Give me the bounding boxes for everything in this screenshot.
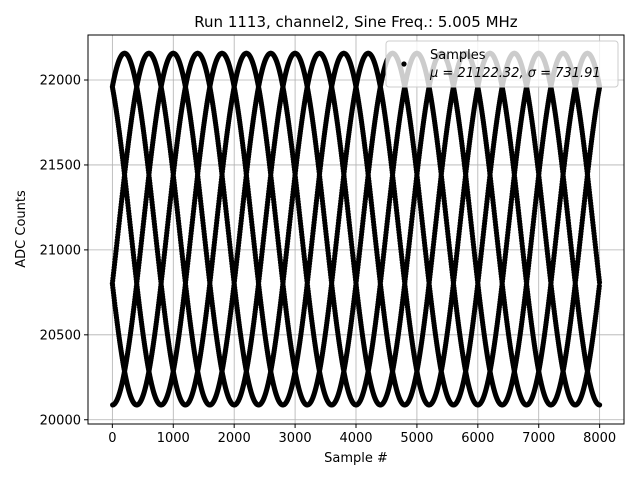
x-axis-ticks: 0 1000 2000 3000 4000 5000 6000 7000 8000 xyxy=(108,424,616,446)
chart-title: Run 1113, channel2, Sine Freq.: 5.005 MH… xyxy=(194,13,518,31)
x-tick-label: 2000 xyxy=(218,431,251,446)
y-tick-label: 21000 xyxy=(40,243,81,258)
y-axis-label: ADC Counts xyxy=(14,190,29,268)
legend-stats: μ = 21122.32, σ = 731.91 xyxy=(429,66,601,81)
legend-marker xyxy=(401,61,407,67)
y-tick-label: 20000 xyxy=(40,413,81,428)
legend-box xyxy=(385,40,619,88)
legend: Samples μ = 21122.32, σ = 731.91 xyxy=(385,40,619,88)
y-tick-label: 22000 xyxy=(40,74,81,89)
x-tick-label: 6000 xyxy=(461,431,494,446)
x-tick-label: 8000 xyxy=(583,431,616,446)
legend-label: Samples xyxy=(430,48,486,63)
x-tick-label: 4000 xyxy=(339,431,372,446)
y-tick-label: 20500 xyxy=(40,328,81,343)
x-tick-label: 1000 xyxy=(157,431,190,446)
y-tick-label: 21500 xyxy=(40,158,81,173)
x-tick-label: 0 xyxy=(108,431,116,446)
y-axis-ticks: 20000 20500 21000 21500 22000 xyxy=(40,74,88,428)
x-tick-label: 7000 xyxy=(522,431,555,446)
x-axis-label: Sample # xyxy=(324,451,388,466)
x-tick-label: 3000 xyxy=(279,431,312,446)
x-tick-label: 5000 xyxy=(400,431,433,446)
